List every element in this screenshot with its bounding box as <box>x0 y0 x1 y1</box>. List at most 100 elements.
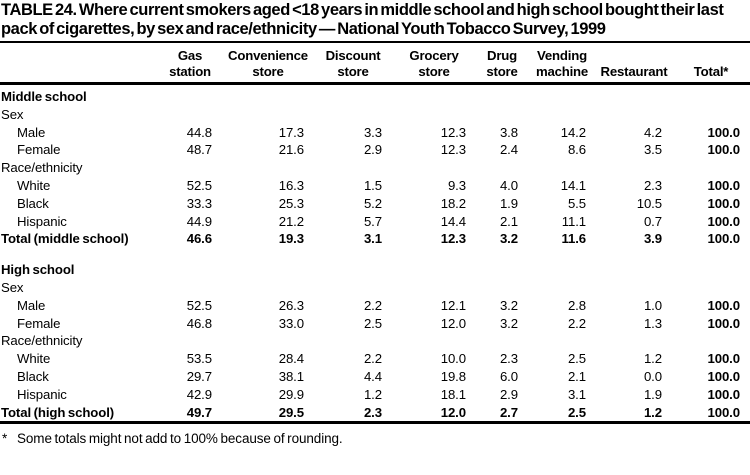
cell: 33.3 <box>186 195 212 211</box>
cell <box>158 84 222 106</box>
cell: 4.2 <box>643 124 662 140</box>
cell <box>314 332 392 350</box>
group-label-race-ethnicity: Race/ethnicity <box>0 159 750 177</box>
row-label: Female <box>17 315 61 331</box>
cell <box>476 84 528 106</box>
cell: 29.7 <box>186 368 212 384</box>
cell: 100.0 <box>707 124 740 140</box>
cell <box>528 258 596 279</box>
data-row-middle-school-female: Female 48.7 21.6 2.9 12.3 2.4 8.6 3.5 100.0 <box>0 141 750 159</box>
cell <box>672 159 750 177</box>
row-label: Race/ethnicity <box>1 333 83 349</box>
data-row-high-school-black: Black 29.7 38.1 4.4 19.8 6.0 2.1 0.0 100.0 <box>0 368 750 386</box>
cell: 12.0 <box>440 315 466 331</box>
cell: 2.5 <box>567 404 586 420</box>
row-label: Hispanic <box>17 386 67 402</box>
cell <box>314 159 392 177</box>
cell: 5.2 <box>363 195 382 211</box>
cell: 19.8 <box>440 368 466 384</box>
row-label: Total (middle school) <box>1 231 129 247</box>
cell: 2.3 <box>499 351 518 367</box>
cell <box>158 159 222 177</box>
cell: 100.0 <box>707 386 740 402</box>
cell: 38.1 <box>278 368 304 384</box>
cell: 28.4 <box>278 351 304 367</box>
cell <box>528 159 596 177</box>
cell <box>476 279 528 297</box>
cell: 10.5 <box>636 195 662 211</box>
cell: 100.0 <box>707 404 740 420</box>
column-header-restaurant: Restaurant <box>596 43 672 85</box>
row-label: Male <box>17 124 46 140</box>
cell: 2.9 <box>363 142 382 158</box>
cell: 100.0 <box>707 297 740 313</box>
cell: 100.0 <box>707 351 740 367</box>
cell: 3.9 <box>643 231 662 247</box>
data-table: Gas station Convenience store Discount sto… <box>0 43 750 425</box>
cell: 52.5 <box>186 177 212 193</box>
cell: 100.0 <box>707 213 740 229</box>
row-label: Black <box>17 195 49 211</box>
cell: 2.8 <box>567 297 586 313</box>
cell <box>476 258 528 279</box>
table-title: TABLE 24. Where current smokers aged <18… <box>1 1 724 38</box>
cell: 44.9 <box>186 213 212 229</box>
column-header-vending-machine: Vending machine <box>528 43 596 85</box>
cell <box>158 279 222 297</box>
cell: 3.3 <box>363 124 382 140</box>
cell: 5.7 <box>363 213 382 229</box>
cell: 48.7 <box>186 142 212 158</box>
cell <box>596 279 672 297</box>
cell: 12.3 <box>440 231 466 247</box>
cell <box>392 84 476 106</box>
cell <box>476 159 528 177</box>
column-header-discount-store: Discount store <box>314 43 392 85</box>
cell <box>392 258 476 279</box>
footnote: * Some totals might not add to 100% beca… <box>0 424 750 446</box>
row-label-column-header <box>0 43 158 85</box>
section-header-high-school: High school <box>0 258 750 279</box>
row-label: White <box>17 177 51 193</box>
cell <box>596 332 672 350</box>
cell: 10.0 <box>440 351 466 367</box>
cell: 2.2 <box>567 315 586 331</box>
cell <box>314 84 392 106</box>
cell: 2.3 <box>643 177 662 193</box>
cell: 2.7 <box>499 404 518 420</box>
cell <box>596 106 672 124</box>
spacer-cell <box>0 248 750 258</box>
cell: 3.2 <box>499 231 518 247</box>
cell: 18.1 <box>440 386 466 402</box>
cell: 2.1 <box>499 213 518 229</box>
row-label: Race/ethnicity <box>1 160 83 176</box>
cell: 1.9 <box>499 195 518 211</box>
cell: 100.0 <box>707 315 740 331</box>
row-label: Female <box>17 142 61 158</box>
cell <box>596 84 672 106</box>
cell <box>476 106 528 124</box>
cell: 1.3 <box>643 315 662 331</box>
cell: 33.0 <box>278 315 304 331</box>
row-label: Total (high school) <box>1 404 115 420</box>
cell: 3.1 <box>363 231 382 247</box>
cell: 21.2 <box>278 213 304 229</box>
cell <box>158 332 222 350</box>
section-header-middle-school: Middle school <box>0 84 750 106</box>
cell: 11.6 <box>561 231 586 247</box>
cell: 19.3 <box>278 231 304 247</box>
cell: 3.2 <box>499 297 518 313</box>
cell <box>528 84 596 106</box>
cell: 6.0 <box>499 368 518 384</box>
cell: 9.3 <box>447 177 466 193</box>
cell: 14.2 <box>560 124 586 140</box>
cell <box>314 279 392 297</box>
cell: 42.9 <box>186 386 212 402</box>
cell: 2.5 <box>567 351 586 367</box>
cell: 1.2 <box>363 386 382 402</box>
cell <box>314 258 392 279</box>
data-row-high-school-white: White 53.5 28.4 2.2 10.0 2.3 2.5 1.2 100.0 <box>0 350 750 368</box>
cell <box>528 106 596 124</box>
cell <box>222 258 314 279</box>
row-label: Black <box>17 368 49 384</box>
